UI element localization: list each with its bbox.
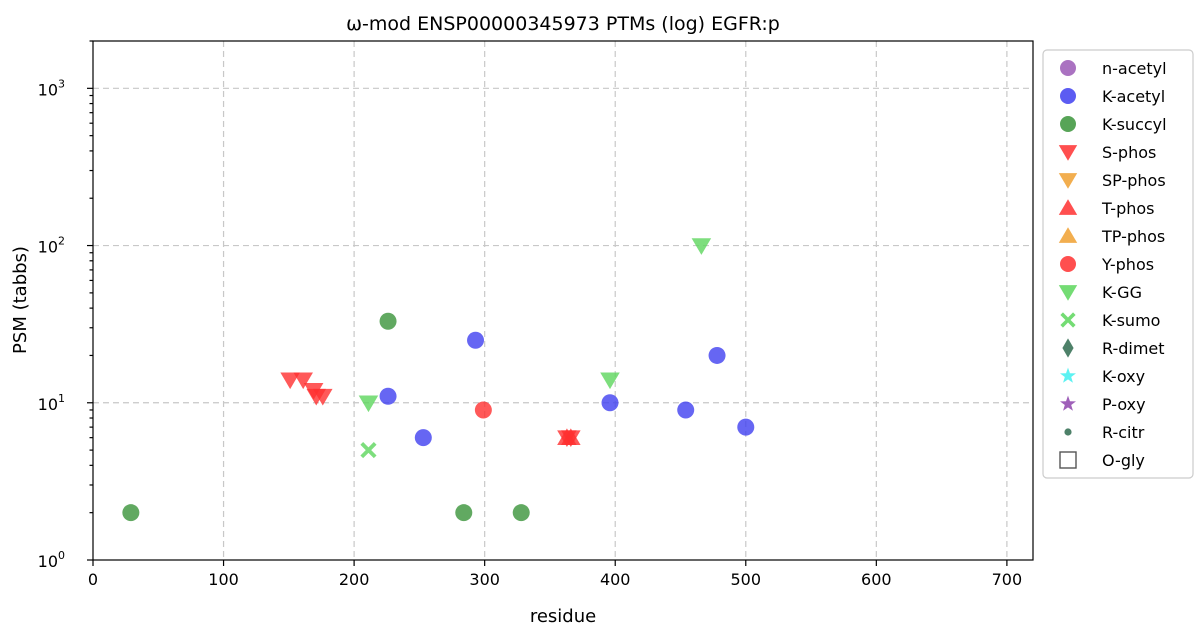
legend-frame — [1042, 49, 1194, 479]
legend-marker-y-phos — [1060, 256, 1076, 272]
legend-item-k-succyl: K-succyl — [1060, 115, 1167, 134]
legend-label: S-phos — [1102, 143, 1156, 162]
legend-label: K-acetyl — [1102, 87, 1165, 106]
plot-frame — [92, 40, 1034, 561]
y-axis-label: PSM (tabbs) — [10, 246, 31, 354]
legend-label: R-citr — [1102, 423, 1145, 442]
legend-marker-k-gg — [1058, 285, 1078, 301]
legend-marker-sp-phos — [1058, 173, 1078, 189]
legend-label: TP-phos — [1101, 227, 1165, 246]
x-tick-label: 400 — [600, 570, 631, 589]
legend-label: R-dimet — [1102, 339, 1165, 358]
legend-label: P-oxy — [1102, 395, 1146, 414]
x-tick-label: 500 — [731, 570, 762, 589]
legend-marker-s-phos — [1058, 145, 1078, 161]
legend-marker-p-oxy — [1060, 395, 1076, 411]
point-k-acetyl — [601, 394, 619, 412]
legend-marker-n-acetyl — [1060, 60, 1076, 76]
legend: n-acetyl K-acetyl K-succyl S-phos SP-phos T-p… — [1042, 49, 1194, 479]
y-tick-label: 100 — [38, 549, 65, 571]
legend-item-k-sumo: K-sumo — [1060, 311, 1160, 330]
legend-label: T-phos — [1101, 199, 1155, 218]
y-tick-label: 102 — [38, 235, 65, 257]
point-k-acetyl — [708, 346, 726, 364]
point-k-sumo — [360, 442, 377, 459]
legend-item-y-phos: Y-phos — [1060, 255, 1154, 274]
point-k-gg — [691, 238, 712, 255]
legend-item-tp-phos: TP-phos — [1058, 227, 1165, 246]
point-k-succyl — [455, 504, 473, 522]
point-k-succyl — [512, 504, 530, 522]
x-tick-label: 300 — [469, 570, 500, 589]
point-k-acetyl — [467, 331, 485, 349]
legend-item-r-dimet: R-dimet — [1062, 338, 1165, 358]
point-k-succyl — [122, 504, 140, 522]
legend-item-sp-phos: SP-phos — [1058, 171, 1166, 190]
x-tick-label: 0 — [88, 570, 98, 589]
legend-label: SP-phos — [1102, 171, 1166, 190]
point-y-phos — [474, 401, 492, 419]
legend-item-s-phos: S-phos — [1058, 143, 1156, 162]
legend-marker-k-acetyl — [1060, 88, 1076, 104]
legend-marker-k-oxy — [1060, 367, 1076, 383]
x-tick-label: 100 — [208, 570, 239, 589]
x-tick-label: 700 — [992, 570, 1023, 589]
legend-item-k-oxy: K-oxy — [1060, 367, 1145, 386]
y-tick-label: 101 — [38, 392, 65, 414]
legend-label: K-succyl — [1102, 115, 1167, 134]
axis-ticks: 0 100 200 300 400 500 600 700 100 101 102 103 — [38, 40, 1023, 589]
legend-item-k-gg: K-GG — [1058, 283, 1142, 302]
point-k-acetyl — [379, 387, 397, 405]
point-s-phos — [313, 388, 333, 406]
legend-marker-r-citr — [1064, 428, 1072, 436]
legend-item-k-acetyl: K-acetyl — [1060, 87, 1165, 106]
legend-marker-r-dimet — [1062, 338, 1074, 358]
legend-label: n-acetyl — [1102, 59, 1167, 78]
point-k-acetyl — [677, 401, 695, 419]
point-k-acetyl — [414, 429, 432, 447]
point-s-phos — [280, 372, 300, 390]
point-k-gg — [600, 372, 620, 390]
x-axis-label: residue — [530, 606, 596, 627]
legend-marker-t-phos — [1058, 199, 1078, 215]
data-points — [122, 238, 755, 522]
x-tick-label: 600 — [861, 570, 892, 589]
point-s-phos — [293, 372, 313, 390]
legend-marker-k-sumo — [1060, 312, 1076, 328]
legend-label: K-GG — [1102, 283, 1142, 302]
x-tick-label: 200 — [339, 570, 370, 589]
y-tick-label: 103 — [38, 77, 65, 99]
legend-marker-k-succyl — [1060, 116, 1076, 132]
point-k-acetyl — [737, 418, 755, 436]
legend-label: O-gly — [1102, 451, 1145, 470]
legend-label: K-oxy — [1102, 367, 1145, 386]
legend-marker-tp-phos — [1058, 227, 1078, 243]
legend-label: Y-phos — [1101, 255, 1154, 274]
legend-item-t-phos: T-phos — [1058, 199, 1155, 218]
legend-item-p-oxy: P-oxy — [1060, 395, 1146, 414]
legend-item-r-citr: R-citr — [1064, 423, 1145, 442]
legend-item-o-gly: O-gly — [1059, 451, 1145, 470]
point-k-succyl — [379, 312, 397, 330]
point-k-gg — [358, 395, 379, 413]
point-t-phos — [561, 428, 581, 445]
legend-label: K-sumo — [1102, 311, 1160, 330]
legend-marker-o-gly — [1059, 451, 1077, 469]
chart-title: ω-mod ENSP00000345973 PTMs (log) EGFR:p — [346, 13, 780, 35]
grid — [93, 41, 1033, 560]
legend-item-n-acetyl: n-acetyl — [1060, 59, 1167, 78]
